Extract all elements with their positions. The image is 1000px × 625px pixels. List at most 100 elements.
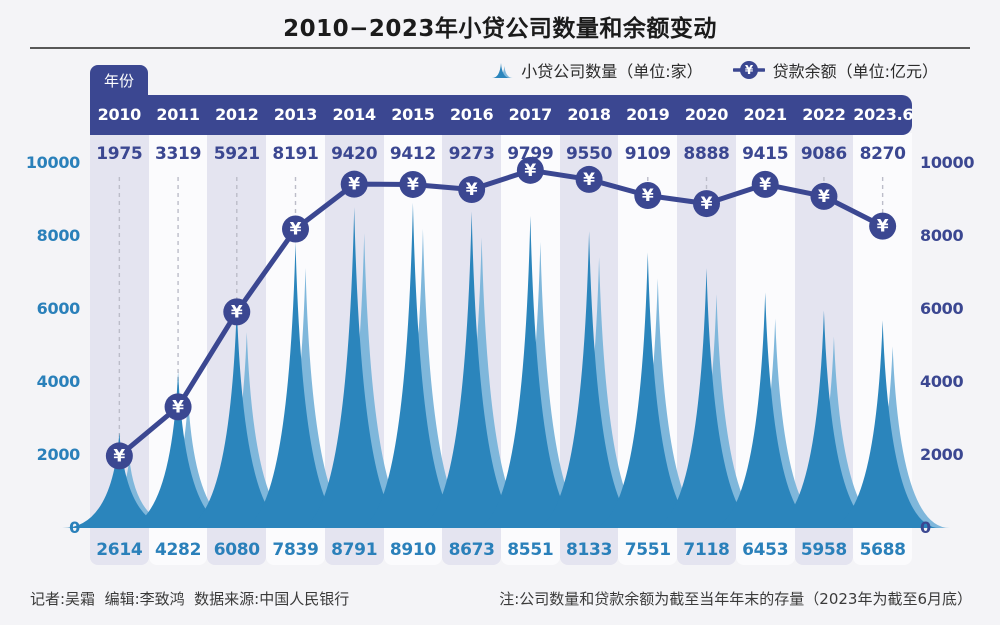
loan-balance-value-2022: 9086 <box>800 144 847 164</box>
right-axis-tick-4000: 4000 <box>920 372 964 391</box>
company-spike-light-2013 <box>248 267 363 528</box>
year-axis-tab: 年份 <box>90 65 148 97</box>
svg-text:¥: ¥ <box>113 446 125 466</box>
right-axis-tick-0: 0 <box>920 518 931 537</box>
company-count-value-2014: 8791 <box>331 540 378 560</box>
svg-text:¥: ¥ <box>407 175 419 195</box>
company-count-value-2015: 8910 <box>389 540 436 560</box>
company-count-value-2022: 5958 <box>800 540 847 560</box>
right-axis-tick-10000: 10000 <box>920 153 975 172</box>
company-count-value-2020: 7118 <box>683 540 730 560</box>
company-spike-2020 <box>649 268 764 528</box>
svg-text:¥: ¥ <box>744 63 753 77</box>
company-spike-2023.6 <box>825 320 940 528</box>
year-label-2020: 2020 <box>684 105 729 124</box>
footer-credits: 记者:吴霜 编辑:李致鸿 数据来源:中国人民银行 <box>30 590 350 608</box>
legend-item-balance: ¥ 贷款余额（单位:亿元） <box>732 58 938 82</box>
yen-marker-2019: ¥ <box>634 182 662 210</box>
year-label-2016: 2016 <box>449 105 494 124</box>
company-count-value-2012: 6080 <box>213 540 260 560</box>
svg-text:¥: ¥ <box>290 220 302 240</box>
year-label-2018: 2018 <box>567 105 611 124</box>
legend-count-label: 小贷公司数量（单位:家） <box>521 62 703 81</box>
loan-balance-value-2012: 5921 <box>213 144 260 164</box>
company-spike-light-2014 <box>307 233 422 529</box>
company-count-value-2013: 7839 <box>272 540 319 560</box>
left-axis-tick-0: 0 <box>69 518 80 537</box>
year-label-2011: 2011 <box>156 105 200 124</box>
loan-balance-value-2011: 3319 <box>154 144 202 164</box>
company-count-value-2023.6: 5688 <box>859 540 906 560</box>
year-label-2010: 2010 <box>97 105 142 124</box>
company-spike-2022 <box>766 310 881 528</box>
company-spike-2018 <box>532 231 647 528</box>
yen-marker-2012: ¥ <box>223 298 251 326</box>
company-spike-light-2015 <box>365 228 480 528</box>
svg-text:¥: ¥ <box>818 187 830 207</box>
loan-balance-value-2015: 9412 <box>389 144 436 164</box>
yen-marker-2021: ¥ <box>751 170 779 198</box>
svg-text:¥: ¥ <box>348 175 360 195</box>
year-label-2014: 2014 <box>332 105 377 124</box>
company-spike-light-2016 <box>424 237 539 529</box>
loan-balance-value-2010: 1975 <box>96 144 143 164</box>
right-axis-tick-8000: 8000 <box>920 226 964 245</box>
left-axis-tick-4000: 4000 <box>36 372 81 391</box>
left-axis-tick-6000: 6000 <box>36 299 81 318</box>
company-count-value-2011: 4282 <box>154 540 202 560</box>
company-spike-2017 <box>473 215 588 529</box>
company-spike-2021 <box>708 292 823 528</box>
company-spike-2015 <box>355 202 470 528</box>
svg-text:¥: ¥ <box>877 217 889 237</box>
company-spike-light-2021 <box>718 318 833 528</box>
page-title: 2010−2023年小贷公司数量和余额变动 <box>283 16 717 42</box>
yen-marker-2016: ¥ <box>458 176 486 204</box>
company-count-value-2019: 7551 <box>624 540 671 560</box>
company-count-value-2016: 8673 <box>448 540 495 560</box>
yen-marker-2013: ¥ <box>282 215 309 243</box>
title-divider <box>30 47 970 49</box>
loan-balance-value-2023.6: 8270 <box>859 144 906 164</box>
mountain-spike-icon <box>492 63 514 78</box>
year-header-bar <box>90 95 912 135</box>
loan-balance-value-2013: 8191 <box>272 144 319 164</box>
company-count-value-2010: 2614 <box>96 540 143 560</box>
svg-text:¥: ¥ <box>466 180 478 200</box>
svg-text:¥: ¥ <box>642 186 654 206</box>
svg-text:¥: ¥ <box>172 397 184 417</box>
right-axis-tick-6000: 6000 <box>920 299 964 318</box>
year-label-2017: 2017 <box>508 105 553 124</box>
left-axis-tick-8000: 8000 <box>36 226 81 245</box>
company-spike-2012 <box>179 306 294 528</box>
company-count-value-2021: 6453 <box>742 540 789 560</box>
yen-marker-2017: ¥ <box>516 156 544 184</box>
right-axis-tick-2000: 2000 <box>920 445 964 464</box>
legend-balance-label: 贷款余额（单位:亿元） <box>772 62 938 81</box>
svg-text:¥: ¥ <box>701 194 713 214</box>
company-spike-2014 <box>297 207 412 529</box>
year-label-2022: 2022 <box>802 105 846 124</box>
company-count-value-2017: 8551 <box>507 540 554 560</box>
left-axis-tick-10000: 10000 <box>25 153 80 172</box>
year-label-2012: 2012 <box>215 105 259 124</box>
company-spike-light-2020 <box>659 294 774 528</box>
company-spike-2013 <box>238 241 353 528</box>
company-spike-2016 <box>414 211 529 529</box>
legend-item-count: 小贷公司数量（单位:家） <box>492 58 703 82</box>
yen-marker-2018: ¥ <box>575 165 603 193</box>
year-label-2019: 2019 <box>626 105 670 124</box>
svg-text:¥: ¥ <box>583 170 595 190</box>
yen-marker-2015: ¥ <box>399 170 427 198</box>
company-spike-2011 <box>121 371 236 528</box>
loan-balance-value-2019: 9109 <box>624 144 671 164</box>
loan-balance-value-2016: 9273 <box>448 144 495 164</box>
yen-marker-2014: ¥ <box>340 170 368 198</box>
year-label-2013: 2013 <box>273 105 318 124</box>
footer-note: 注:公司数量和贷款余额为截至当年年末的存量（2023年为截至6月底） <box>499 590 972 608</box>
company-spike-light-2023.6 <box>835 346 950 528</box>
company-spike-2010 <box>62 432 177 528</box>
loan-balance-value-2021: 9415 <box>742 144 789 164</box>
company-spike-light-2012 <box>189 332 304 528</box>
